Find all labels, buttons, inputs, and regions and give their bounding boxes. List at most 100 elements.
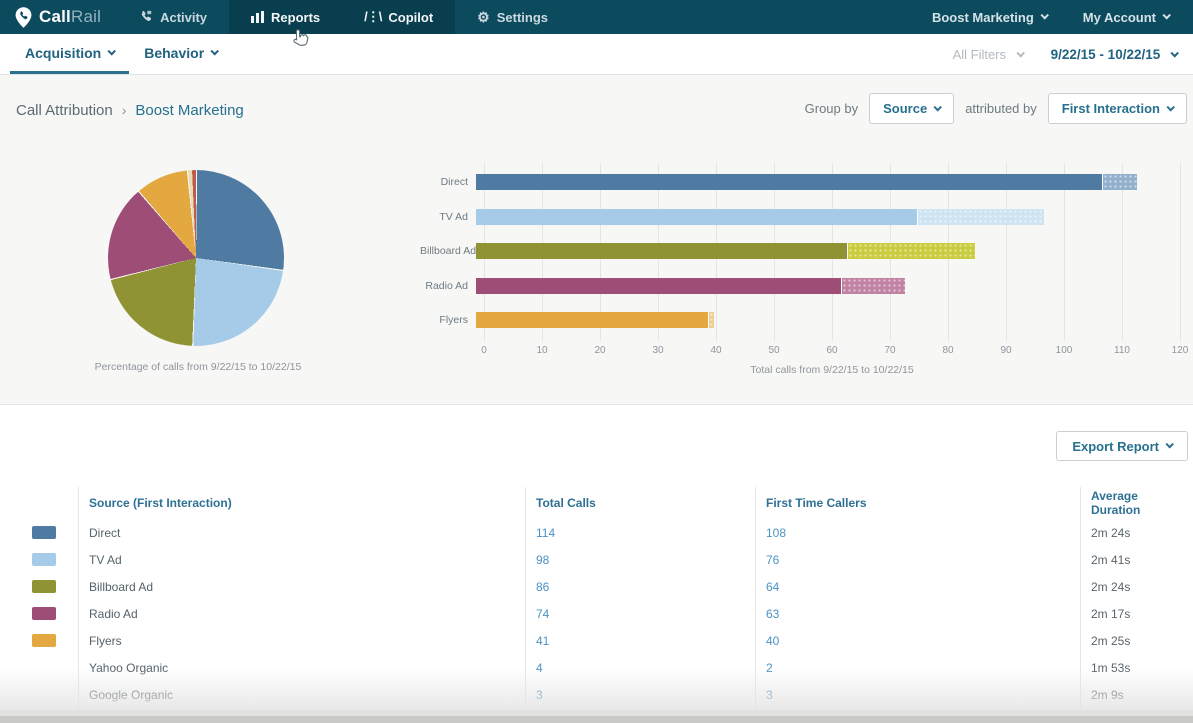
source-name: Yahoo Organic [78, 654, 525, 681]
tab-behavior[interactable]: Behavior [129, 34, 232, 74]
tab-label: Acquisition [25, 45, 101, 61]
first-time-callers-link[interactable]: 2 [766, 661, 773, 675]
chevron-down-icon [1040, 11, 1048, 19]
first-time-callers-cell: 63 [755, 600, 1080, 627]
first-time-callers-cell: 2 [755, 654, 1080, 681]
x-tick-label: 100 [1056, 345, 1073, 356]
pie-chart[interactable] [108, 170, 284, 346]
all-filters-dropdown[interactable]: All Filters [953, 47, 1023, 62]
swatch-cell [20, 681, 78, 708]
total-calls-link[interactable]: 86 [536, 580, 549, 594]
date-range-picker[interactable]: 9/22/15 - 10/22/15 [1051, 47, 1177, 62]
bar-category-label: Flyers [420, 312, 476, 328]
tab-acquisition[interactable]: Acquisition [10, 34, 129, 74]
callrail-pin-icon [14, 6, 33, 29]
nav-item-copilot[interactable]: /⋮\ Copilot [342, 0, 455, 34]
bar-segment-repeat[interactable] [708, 312, 714, 328]
bar-segment-first-time[interactable] [476, 209, 917, 225]
source-color-swatch [32, 607, 56, 620]
x-tick-label: 50 [768, 345, 779, 356]
bar-segment-repeat[interactable] [847, 243, 975, 259]
table-body: Source (First Interaction) Total Calls F… [20, 487, 1178, 708]
account-menu[interactable]: My Account [1069, 0, 1183, 34]
table-panel: Export Report Source (First Interaction)… [0, 405, 1193, 723]
first-time-callers-cell: 64 [755, 573, 1080, 600]
source-color-swatch [32, 634, 56, 647]
total-calls-link[interactable]: 41 [536, 634, 549, 648]
bar-segment-first-time[interactable] [476, 278, 841, 294]
nav-item-label: Settings [497, 10, 548, 25]
total-calls-cell: 41 [525, 627, 755, 654]
column-header-average-duration[interactable]: Average Duration [1080, 487, 1178, 519]
bottom-strip-dark [0, 716, 1193, 723]
bar-category-label: Billboard Ad [420, 243, 476, 259]
bar-track [476, 312, 1172, 328]
group-by-select[interactable]: Source [869, 93, 954, 124]
pie-caption: Percentage of calls from 9/22/15 to 10/2… [58, 361, 338, 373]
column-header-total-calls[interactable]: Total Calls [525, 487, 755, 519]
bar-row: Direct [420, 174, 1180, 190]
total-calls-link[interactable]: 98 [536, 553, 549, 567]
bar-segment-first-time[interactable] [476, 174, 1102, 190]
total-calls-cell: 86 [525, 573, 755, 600]
total-calls-link[interactable]: 114 [536, 526, 555, 540]
bar-row: Billboard Ad [420, 243, 1180, 259]
bar-chart-icon [251, 11, 264, 23]
breadcrumb-call-attribution[interactable]: Call Attribution [16, 102, 113, 119]
total-calls-cell: 114 [525, 519, 755, 546]
x-tick-label: 0 [481, 345, 487, 356]
average-duration: 2m 9s [1080, 681, 1178, 708]
chevron-down-icon [1016, 49, 1024, 57]
company-menu[interactable]: Boost Marketing [918, 0, 1061, 34]
chevron-down-icon [1170, 49, 1178, 57]
breadcrumb-boost-marketing[interactable]: Boost Marketing [135, 102, 243, 119]
bar-segment-repeat[interactable] [917, 209, 1045, 225]
bar-segment-repeat[interactable] [841, 278, 905, 294]
bar-track [476, 278, 1172, 294]
attributed-by-select[interactable]: First Interaction [1048, 93, 1187, 124]
total-calls-cell: 98 [525, 546, 755, 573]
group-by-label: Group by [805, 101, 858, 116]
average-duration: 2m 24s [1080, 573, 1178, 600]
nav-item-label: Copilot [388, 10, 433, 25]
callrail-dashboard: CallRail Activity Reports /⋮\ [0, 0, 1193, 723]
column-header-source[interactable]: Source (First Interaction) [78, 487, 525, 519]
bar-segment-first-time[interactable] [476, 243, 847, 259]
x-tick-label: 30 [652, 345, 663, 356]
total-calls-link[interactable]: 3 [536, 688, 543, 702]
bar-category-label: Direct [420, 174, 476, 190]
total-calls-link[interactable]: 74 [536, 607, 549, 621]
first-time-callers-link[interactable]: 3 [766, 688, 773, 702]
x-tick-label: 60 [826, 345, 837, 356]
export-report-label: Export Report [1072, 439, 1159, 454]
x-tick-label: 20 [594, 345, 605, 356]
source-name: TV Ad [78, 546, 525, 573]
export-report-button[interactable]: Export Report [1056, 431, 1188, 461]
gear-icon: ⚙ [477, 10, 490, 24]
bar-category-label: Radio Ad [420, 278, 476, 294]
total-calls-link[interactable]: 4 [536, 661, 543, 675]
average-duration: 2m 17s [1080, 600, 1178, 627]
first-time-callers-link[interactable]: 40 [766, 634, 779, 648]
bar-segment-first-time[interactable] [476, 312, 708, 328]
nav-item-activity[interactable]: Activity [117, 0, 229, 34]
column-header-first-time-callers[interactable]: First Time Callers [755, 487, 1080, 519]
bar-row: TV Ad [420, 209, 1180, 225]
chevron-down-icon [1162, 11, 1170, 19]
total-calls-cell: 3 [525, 681, 755, 708]
all-filters-label: All Filters [953, 47, 1006, 62]
company-menu-label: Boost Marketing [932, 10, 1034, 25]
first-time-callers-link[interactable]: 63 [766, 607, 779, 621]
callrail-logo[interactable]: CallRail [0, 0, 117, 34]
bar-segment-repeat[interactable] [1102, 174, 1137, 190]
source-name: Direct [78, 519, 525, 546]
bar-track [476, 174, 1172, 190]
first-time-callers-link[interactable]: 64 [766, 580, 779, 594]
first-time-callers-link[interactable]: 76 [766, 553, 779, 567]
gridline [1180, 163, 1181, 341]
nav-item-settings[interactable]: ⚙ Settings [455, 0, 570, 34]
phone-activity-icon [139, 10, 153, 24]
nav-item-reports[interactable]: Reports [229, 0, 342, 34]
first-time-callers-link[interactable]: 108 [766, 526, 786, 540]
swatch-cell [20, 654, 78, 681]
